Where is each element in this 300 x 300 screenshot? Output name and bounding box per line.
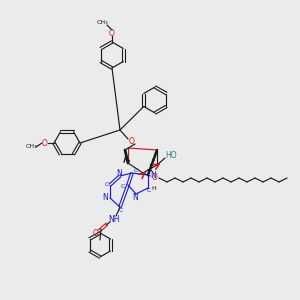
- Text: C: C: [147, 188, 151, 193]
- Text: N: N: [150, 170, 156, 179]
- Text: HO: HO: [165, 151, 177, 160]
- Text: CH₃: CH₃: [96, 20, 108, 26]
- Text: N: N: [116, 169, 122, 178]
- Text: O: O: [152, 173, 158, 182]
- Text: N: N: [102, 194, 108, 202]
- Text: O: O: [42, 139, 48, 148]
- Text: C: C: [105, 182, 109, 188]
- Text: O: O: [129, 137, 135, 146]
- Text: C: C: [119, 208, 123, 212]
- Text: CH₃: CH₃: [25, 145, 37, 149]
- Text: NH: NH: [108, 214, 120, 224]
- Text: O: O: [109, 28, 115, 38]
- Text: N: N: [132, 193, 138, 202]
- Text: H: H: [152, 185, 156, 190]
- Text: O: O: [93, 229, 99, 238]
- Text: C: C: [134, 169, 138, 173]
- Text: C: C: [121, 184, 125, 190]
